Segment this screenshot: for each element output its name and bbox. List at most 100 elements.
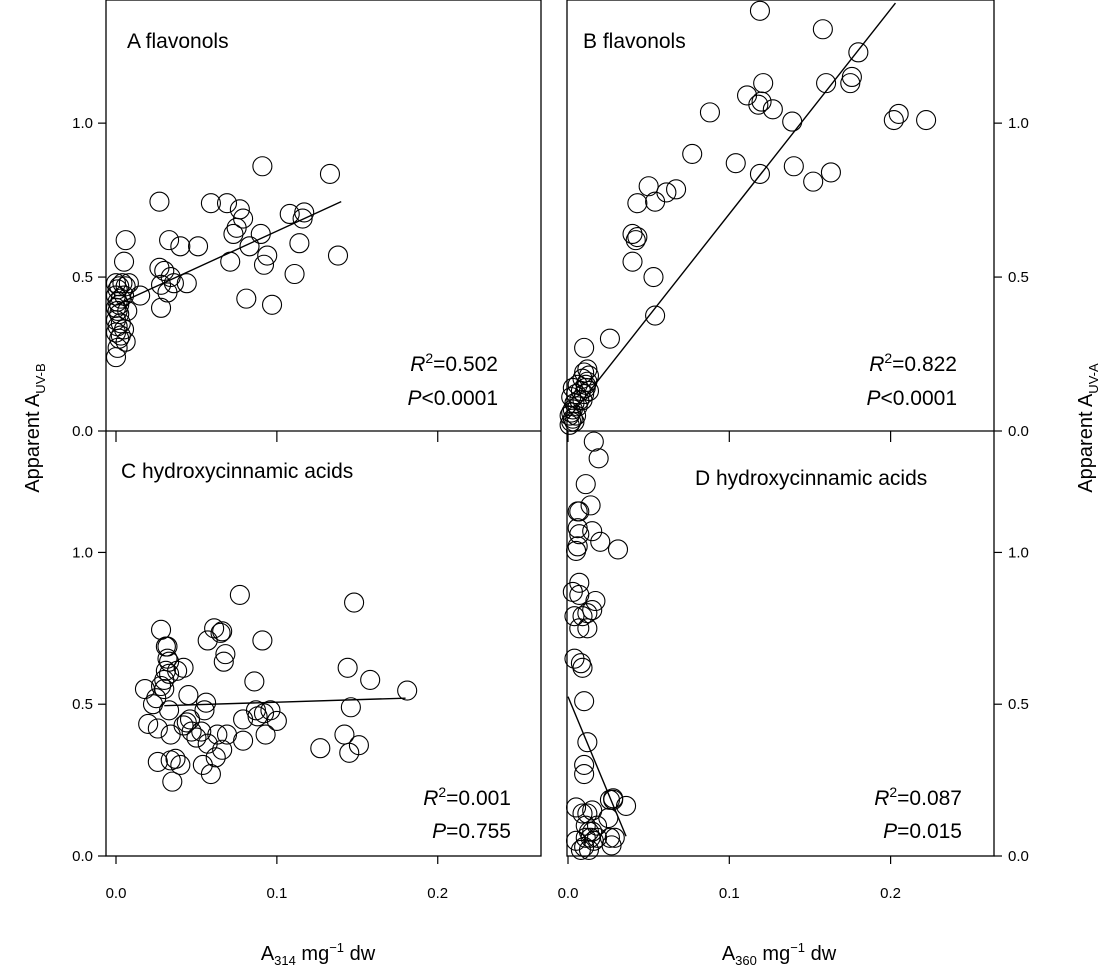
data-point bbox=[812, 19, 833, 40]
data-point bbox=[762, 99, 783, 120]
data-point bbox=[574, 754, 595, 775]
y-tick-label: 0.5 bbox=[1008, 696, 1029, 713]
data-point bbox=[266, 710, 287, 731]
data-point bbox=[569, 501, 590, 522]
p-value-label: P<0.0001 bbox=[407, 387, 498, 410]
data-point bbox=[165, 748, 186, 769]
data-point bbox=[625, 230, 646, 251]
data-point bbox=[749, 0, 771, 21]
data-point bbox=[590, 531, 611, 552]
data-point bbox=[749, 163, 771, 184]
data-point bbox=[159, 663, 180, 684]
data-point bbox=[261, 294, 283, 315]
data-point bbox=[233, 709, 254, 730]
data-point bbox=[569, 572, 590, 593]
data-point bbox=[344, 592, 365, 613]
data-point bbox=[260, 700, 281, 721]
data-point bbox=[173, 715, 194, 736]
data-point bbox=[575, 374, 596, 395]
data-point bbox=[604, 827, 625, 848]
data-point bbox=[569, 618, 590, 639]
data-point bbox=[666, 179, 687, 200]
data-point bbox=[244, 671, 265, 692]
data-point bbox=[210, 622, 231, 643]
data-point bbox=[348, 735, 369, 756]
data-point bbox=[257, 245, 278, 266]
data-point bbox=[888, 103, 909, 124]
data-point bbox=[574, 763, 595, 785]
data-point bbox=[229, 584, 250, 605]
data-point bbox=[645, 191, 666, 212]
data-point bbox=[216, 193, 238, 214]
data-point bbox=[233, 730, 254, 751]
data-point bbox=[150, 297, 172, 318]
data-point bbox=[622, 223, 643, 245]
y-tick-label: 0.5 bbox=[1008, 269, 1029, 286]
y-tick-label: 0.0 bbox=[72, 423, 93, 440]
data-point bbox=[150, 675, 172, 697]
data-point bbox=[176, 712, 197, 733]
data-point bbox=[578, 365, 600, 386]
data-point bbox=[112, 273, 133, 294]
data-point bbox=[110, 325, 131, 346]
data-point bbox=[117, 300, 138, 321]
data-point bbox=[699, 102, 720, 123]
data-point bbox=[181, 721, 202, 742]
data-point bbox=[176, 273, 197, 294]
data-point bbox=[118, 273, 139, 294]
data-point bbox=[645, 305, 666, 326]
panel-b: B flavonols 0.0 0.5 1.0 R2=0.822 P<0.0001 bbox=[559, 0, 1029, 442]
data-point bbox=[310, 738, 331, 759]
data-point bbox=[159, 230, 180, 251]
data-point bbox=[113, 285, 135, 306]
p-value-label: P<0.0001 bbox=[866, 387, 957, 410]
data-point bbox=[577, 732, 598, 753]
y-tick-label: 1.0 bbox=[1008, 544, 1029, 561]
data-point bbox=[147, 751, 168, 772]
p-value-label: P=0.015 bbox=[883, 820, 962, 843]
data-point bbox=[162, 771, 183, 792]
data-point bbox=[252, 630, 273, 651]
data-point bbox=[585, 590, 606, 612]
data-point bbox=[574, 337, 595, 358]
data-point bbox=[155, 660, 176, 681]
data-point bbox=[160, 724, 181, 745]
data-point bbox=[149, 191, 170, 212]
x-tick-label: 0.2 bbox=[880, 885, 901, 902]
data-point bbox=[816, 73, 837, 94]
data-point bbox=[572, 657, 593, 678]
data-point bbox=[656, 182, 677, 203]
data-point bbox=[561, 387, 582, 408]
data-point bbox=[173, 657, 194, 678]
data-point bbox=[239, 236, 260, 257]
y-tick-label: 0.5 bbox=[72, 269, 93, 286]
data-point bbox=[572, 606, 593, 627]
data-point bbox=[213, 651, 234, 672]
data-point bbox=[289, 233, 310, 254]
data-point bbox=[113, 251, 135, 272]
data-point bbox=[588, 448, 609, 469]
regression-line bbox=[115, 201, 342, 306]
data-point bbox=[564, 606, 585, 627]
data-point bbox=[682, 143, 703, 164]
data-point bbox=[916, 110, 937, 131]
data-point bbox=[319, 163, 341, 184]
data-point bbox=[205, 747, 226, 768]
data-point bbox=[197, 630, 218, 651]
x-tick-label: 0.1 bbox=[719, 885, 740, 902]
data-point bbox=[229, 199, 250, 220]
panel-d: D hydroxycinnamic acids 0.0 0.5 1.0 0.0 0.1 0.… bbox=[558, 431, 1029, 902]
data-point bbox=[599, 827, 620, 848]
data-point bbox=[187, 236, 209, 257]
data-point bbox=[163, 273, 184, 294]
data-point bbox=[147, 718, 168, 739]
y-tick-label: 0.0 bbox=[1008, 423, 1029, 440]
y-tick-label: 0.5 bbox=[72, 696, 93, 713]
data-point bbox=[753, 73, 774, 94]
data-point bbox=[397, 680, 418, 701]
data-point bbox=[566, 405, 587, 426]
regression-line bbox=[567, 2, 896, 420]
data-point bbox=[582, 521, 603, 542]
data-point bbox=[194, 700, 215, 721]
panel-label: C hydroxycinnamic acids bbox=[121, 460, 353, 483]
